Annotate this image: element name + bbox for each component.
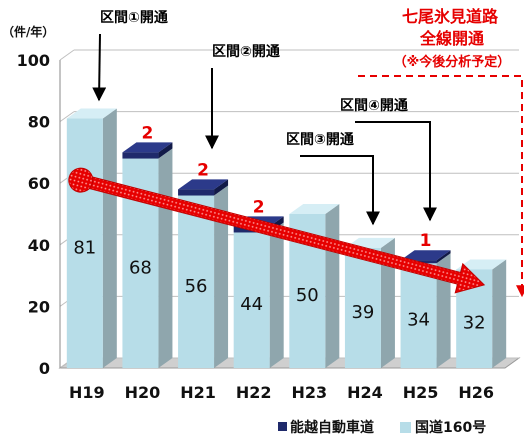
bar-value-label: 34 — [407, 310, 430, 331]
bar-能越自動車道 — [122, 142, 173, 159]
x-tick-label: H24 — [347, 383, 383, 402]
annotation-arrow — [355, 121, 437, 222]
annotation-label: 区間②開通 — [212, 44, 280, 60]
y-tick-label: 40 — [28, 236, 50, 255]
trend-arrow-shape — [68, 167, 486, 294]
bar-能越自動車道-side — [436, 250, 451, 264]
callout-arrow — [358, 75, 524, 298]
trend-start-dot — [68, 167, 94, 193]
bar-国道160号-top — [289, 204, 340, 214]
x-tick-label: H25 — [403, 383, 439, 402]
bar-国道160号-front — [66, 118, 103, 369]
annotation-arrow — [92, 33, 107, 102]
stack-value-label: 2 — [142, 123, 154, 143]
bar-value-label: 81 — [73, 237, 96, 258]
bar-value-label: 32 — [463, 313, 486, 334]
y-axis: 0 20 40 60 80 100 — [17, 51, 61, 378]
bar-国道160号-side — [269, 222, 284, 368]
bar-国道160号-top — [66, 108, 117, 119]
bar-国道160号-side — [158, 148, 173, 368]
y-tick-label: 80 — [28, 113, 50, 132]
bar-能越自動車道-front — [122, 152, 159, 159]
y-tick-label: 100 — [17, 51, 50, 70]
bar-国道160号 — [344, 237, 395, 368]
y-tick-label: 0 — [39, 359, 50, 378]
callout-line: 七尾氷見道路 — [402, 7, 499, 26]
bar-value-label: 44 — [240, 294, 263, 315]
x-tick-label: H19 — [69, 383, 105, 402]
x-tick-label: H22 — [236, 383, 272, 402]
bar-国道160号-front — [178, 195, 215, 368]
unit-label: （件/年） — [2, 24, 54, 39]
annotation-arrow — [300, 155, 380, 226]
legend-label: 国道160号 — [415, 419, 486, 436]
bar-能越自動車道 — [178, 179, 229, 196]
bar-国道160号-side — [436, 253, 451, 368]
stack-value-label: 2 — [197, 160, 209, 180]
legend-label: 能越自動車道 — [290, 419, 374, 436]
bar-国道160号-side — [325, 204, 340, 368]
legend-swatch-国道160号 — [400, 422, 411, 433]
x-tick-label: H26 — [458, 383, 494, 402]
bar-国道160号 — [456, 259, 507, 368]
bar-国道160号-front — [344, 247, 381, 368]
bar-国道160号-side — [214, 185, 229, 368]
legend: 能越自動車道 国道160号 — [278, 419, 486, 436]
bar-能越自動車道-side — [158, 142, 173, 159]
x-tick-label: H20 — [125, 383, 161, 402]
gridline-diagonal — [59, 111, 75, 123]
bar-能越自動車道-top — [122, 142, 173, 153]
bar-国道160号-side — [102, 108, 117, 369]
bar-国道160号-side — [492, 259, 507, 368]
bar-value-label: 39 — [351, 302, 374, 323]
bar-value-label: 56 — [185, 276, 208, 297]
bar-国道160号-side — [380, 237, 395, 368]
annotation-label: 区間①開通 — [100, 10, 168, 26]
y-tick-label: 20 — [28, 297, 50, 316]
x-axis: H19 H20 H21 H22 H23 H24 H25 H26 — [69, 383, 494, 402]
bar-国道160号-front — [233, 232, 270, 368]
trend-arrow-body — [78, 173, 486, 294]
bar-value-label: 50 — [296, 285, 319, 306]
bar-能越自動車道-top — [400, 250, 451, 261]
bar-能越自動車道-top — [178, 179, 229, 190]
bar-value-label: 68 — [129, 257, 152, 278]
callout-line: （※今後分析予定） — [394, 54, 511, 70]
x-tick-label: H23 — [291, 383, 327, 402]
bar-国道160号-top — [456, 259, 507, 270]
bar-能越自動車道-side — [214, 179, 229, 196]
callout-line: 全線開通 — [419, 29, 484, 48]
trend-arrow — [68, 167, 486, 294]
legend-swatch-能越自動車道 — [278, 422, 287, 431]
bar-国道160号 — [66, 108, 117, 369]
bar-国道160号-front — [400, 263, 437, 368]
stack-value-label: 1 — [420, 231, 432, 251]
bar-能越自動車道-front — [178, 189, 215, 196]
annotation-label: 区間④開通 — [340, 98, 408, 114]
annotation-label: 区間③開通 — [286, 132, 354, 148]
gridline-diagonal — [59, 49, 75, 61]
stack-value-label: 2 — [253, 197, 265, 217]
x-tick-label: H21 — [180, 383, 216, 402]
y-tick-label: 60 — [28, 174, 50, 193]
